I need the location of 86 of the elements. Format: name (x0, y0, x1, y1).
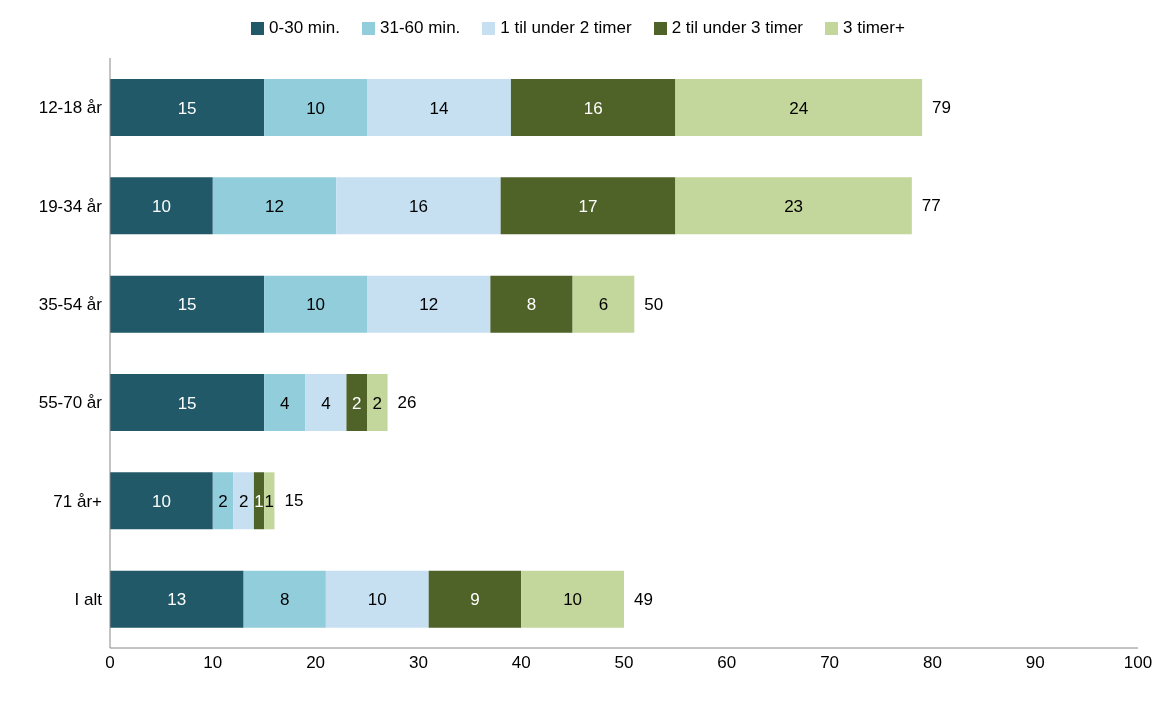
x-tick-label: 0 (105, 653, 115, 673)
bar (110, 177, 213, 235)
x-tick-label: 10 (203, 653, 223, 673)
data-label: 10 (151, 491, 171, 511)
x-tick-label: 50 (614, 653, 634, 673)
bar (110, 570, 244, 628)
data-label: 23 (784, 196, 804, 216)
bar (110, 472, 213, 530)
data-label: 12 (265, 196, 284, 216)
data-label: 9 (470, 590, 480, 610)
data-label: 10 (151, 196, 171, 216)
data-label: 2 (351, 393, 362, 413)
data-label: 8 (280, 590, 290, 610)
y-tick-label: 71 år+ (53, 491, 103, 511)
total-label: 49 (634, 589, 653, 609)
data-label: 8 (526, 295, 537, 315)
x-tick-label: 90 (1025, 653, 1045, 673)
total-label: 15 (284, 491, 304, 511)
bar (243, 570, 326, 628)
x-tick-label: 70 (820, 653, 840, 673)
data-label: 15 (177, 98, 197, 118)
x-tick-label: 100 (1123, 653, 1153, 673)
legend-label: 0-30 min. (268, 18, 340, 38)
bar (521, 570, 624, 628)
bar (490, 275, 573, 333)
data-label: 15 (177, 393, 197, 413)
bar (367, 275, 491, 333)
bar (367, 374, 388, 431)
bar (428, 570, 522, 628)
data-label: 2 (218, 491, 228, 511)
data-label: 2 (238, 491, 249, 511)
bar (264, 79, 367, 136)
x-tick-label: 60 (717, 653, 737, 673)
data-label: 17 (578, 196, 598, 216)
data-label: 14 (429, 98, 449, 118)
y-tick-label: 19-34 år (38, 196, 103, 216)
x-tick-label: 40 (511, 653, 531, 673)
y-tick-label: 55-70 år (38, 393, 103, 413)
bar (336, 177, 501, 235)
data-label: 12 (419, 295, 439, 315)
total-label: 50 (644, 294, 664, 314)
legend-label: 2 til under 3 timer (670, 18, 803, 38)
data-label: 24 (789, 98, 809, 118)
x-tick-label: 20 (306, 653, 326, 673)
legend-label: 3 timer+ (842, 18, 905, 38)
bar (305, 374, 347, 431)
data-label: 4 (280, 393, 290, 413)
data-label: 6 (598, 295, 609, 315)
data-label: 1 (264, 491, 275, 511)
bar (212, 177, 337, 235)
legend-label: 1 til under 2 timer (499, 18, 632, 38)
total-label: 79 (932, 98, 952, 117)
data-label: 10 (306, 98, 326, 118)
x-tick-label: 80 (922, 653, 942, 673)
total-label: 77 (921, 196, 941, 216)
bar (110, 79, 265, 136)
data-label: 15 (177, 295, 197, 315)
y-tick-label: 12-18 år (38, 98, 103, 118)
bar (346, 374, 367, 431)
data-label: 16 (408, 196, 428, 216)
data-label: 10 (563, 590, 583, 610)
bar (510, 79, 676, 136)
y-tick-label: I alt (74, 589, 103, 609)
bar (367, 79, 511, 136)
data-label: 1 (254, 491, 264, 511)
y-tick-label: 35-54 år (38, 294, 103, 314)
bar (233, 472, 254, 530)
bar (110, 275, 265, 333)
bar (325, 570, 429, 628)
bar (500, 177, 676, 235)
data-label: 10 (367, 590, 387, 610)
data-label: 10 (306, 295, 326, 315)
data-label: 4 (321, 393, 331, 413)
bar (675, 79, 923, 136)
bar (572, 275, 635, 333)
bar (212, 472, 234, 530)
data-label: 13 (167, 590, 187, 610)
total-label: 26 (397, 393, 417, 412)
data-label: 16 (583, 98, 603, 118)
bar (675, 177, 912, 235)
bar (264, 275, 367, 333)
bar (110, 374, 265, 431)
x-tick-label: 30 (408, 653, 428, 673)
bar (264, 374, 306, 431)
data-label: 2 (372, 393, 383, 413)
legend-label: 31-60 min. (379, 18, 461, 38)
